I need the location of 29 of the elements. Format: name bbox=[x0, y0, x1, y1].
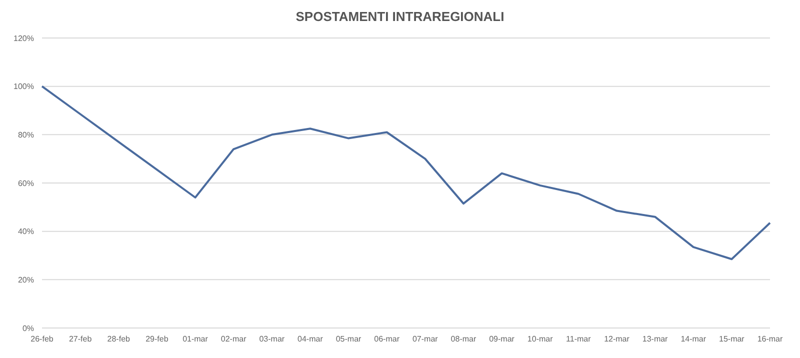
y-tick-label: 100% bbox=[14, 82, 34, 92]
x-tick-label: 15-mar bbox=[719, 334, 745, 344]
x-tick-label: 09-mar bbox=[489, 334, 515, 344]
x-tick-label: 03-mar bbox=[259, 334, 285, 344]
x-tick-label: 07-mar bbox=[412, 334, 438, 344]
y-tick-label: 120% bbox=[14, 34, 34, 43]
y-tick-label: 80% bbox=[18, 130, 34, 140]
x-tick-label: 28-feb bbox=[107, 334, 131, 344]
x-tick-label: 16-mar bbox=[757, 334, 784, 344]
x-tick-label: 14-mar bbox=[680, 334, 706, 344]
x-tick-label: 29-feb bbox=[146, 334, 169, 344]
x-tick-label: 12-mar bbox=[604, 334, 630, 344]
chart-title: SPOSTAMENTI INTRAREGIONALI bbox=[294, 8, 506, 26]
y-tick-label: 60% bbox=[18, 178, 34, 188]
x-tick-label: 01-mar bbox=[182, 334, 208, 344]
x-tick-label: 27-feb bbox=[68, 334, 92, 344]
y-tick-label: 20% bbox=[18, 276, 34, 285]
x-tick-label: 05-mar bbox=[336, 334, 362, 344]
x-tick-label: 02-mar bbox=[220, 334, 247, 344]
y-tick-label: 0% bbox=[22, 324, 34, 333]
x-tick-label: 11-mar bbox=[566, 334, 592, 344]
x-tick-label: 08-mar bbox=[450, 334, 476, 344]
x-tick-label: 06-mar bbox=[374, 334, 400, 344]
x-tick-label: 10-mar bbox=[527, 334, 554, 344]
x-tick-label: 13-mar bbox=[642, 334, 668, 344]
y-tick-label: 40% bbox=[18, 227, 34, 236]
x-tick-label: 04-mar bbox=[298, 334, 324, 344]
x-tick-label: 26-feb bbox=[30, 334, 54, 344]
line-series bbox=[41, 85, 771, 260]
